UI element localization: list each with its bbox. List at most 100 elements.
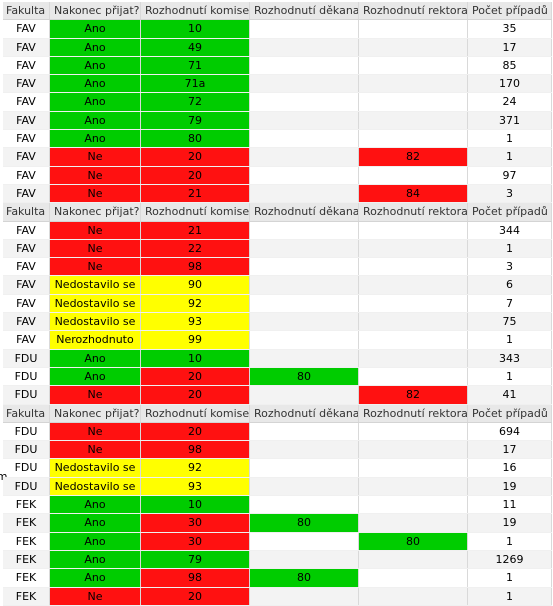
cell-rozhodnuti-rektora[interactable] (359, 221, 468, 239)
cell-rozhodnuti-dekana[interactable] (250, 477, 359, 496)
cell-fakulta[interactable]: FAV (3, 166, 50, 184)
cell-rozhodnuti-rektora[interactable] (359, 38, 468, 56)
cell-rozhodnuti-komise[interactable]: 30 (141, 532, 250, 550)
cell-rozhodnuti-dekana[interactable] (250, 239, 359, 258)
cell-pocet-pripadu[interactable]: 1269 (468, 550, 552, 569)
table-row[interactable]: FAV Ne 98 3 (3, 258, 552, 277)
cell-fakulta[interactable]: FEK (3, 569, 50, 587)
table-row[interactable]: FEK Ano 30 80 1 (3, 532, 552, 551)
cell-nakonec-prijat[interactable]: Ano (50, 550, 141, 569)
cell-rozhodnuti-dekana[interactable] (250, 184, 359, 203)
cell-rozhodnuti-rektora[interactable] (359, 294, 468, 313)
table-row[interactable]: FAV Nedostavilo se 90 6 (3, 276, 552, 295)
cell-rozhodnuti-komise[interactable]: 20 (141, 166, 250, 184)
cell-rozhodnuti-komise[interactable]: 10 (141, 496, 250, 514)
cell-pocet-pripadu[interactable]: 343 (468, 349, 552, 367)
table-row[interactable]: FAV Nedostavilo se 93 75 (3, 313, 552, 332)
cell-nakonec-prijat[interactable]: Ne (50, 221, 141, 239)
cell-rozhodnuti-rektora[interactable] (359, 367, 468, 386)
cell-fakulta[interactable]: FAV (3, 111, 50, 130)
table-row[interactable]: FEK Ano 98 80 1 (3, 569, 552, 588)
cell-rozhodnuti-rektora[interactable] (359, 56, 468, 75)
cell-rozhodnuti-rektora[interactable] (359, 422, 468, 441)
cell-nakonec-prijat[interactable]: Ano (50, 20, 141, 38)
cell-fakulta[interactable]: FEK (3, 587, 50, 605)
table-row[interactable]: FAV Ano 72 24 (3, 93, 552, 112)
cell-rozhodnuti-dekana[interactable] (250, 496, 359, 514)
cell-rozhodnuti-rektora[interactable] (359, 349, 468, 367)
header-nakonec-prijat[interactable]: Nakonec přijat? (50, 404, 141, 422)
cell-rozhodnuti-dekana[interactable] (250, 550, 359, 569)
cell-rozhodnuti-komise[interactable]: 80 (141, 130, 250, 148)
table-row[interactable]: FDU Ne 20 694 (3, 422, 552, 442)
cell-rozhodnuti-dekana[interactable] (250, 221, 359, 239)
cell-rozhodnuti-rektora[interactable] (359, 587, 468, 605)
cell-rozhodnuti-komise[interactable]: 99 (141, 331, 250, 349)
cell-fakulta[interactable]: FEK (3, 532, 50, 550)
table-row[interactable]: FDU Ano 10 343 (3, 349, 552, 368)
cell-fakulta[interactable]: FDU (3, 477, 50, 496)
cell-fakulta[interactable]: FAV (3, 93, 50, 111)
cell-rozhodnuti-komise[interactable]: 98 (141, 258, 250, 276)
cell-fakulta[interactable]: FDU (3, 367, 50, 386)
cell-rozhodnuti-rektora[interactable] (359, 550, 468, 569)
cell-rozhodnuti-dekana[interactable] (250, 331, 359, 349)
table-row[interactable]: FAV Ne 20 97 (3, 166, 552, 185)
cell-rozhodnuti-rektora[interactable] (359, 93, 468, 111)
cell-rozhodnuti-komise[interactable]: 21 (141, 184, 250, 203)
cell-fakulta[interactable]: FAV (3, 130, 50, 148)
cell-rozhodnuti-dekana[interactable] (250, 148, 359, 166)
cell-pocet-pripadu[interactable]: 19 (468, 514, 552, 532)
cell-rozhodnuti-dekana[interactable] (250, 111, 359, 130)
cell-nakonec-prijat[interactable]: Ne (50, 386, 141, 404)
cell-rozhodnuti-komise[interactable]: 22 (141, 239, 250, 258)
cell-rozhodnuti-komise[interactable]: 93 (141, 313, 250, 331)
cell-rozhodnuti-komise[interactable]: 21 (141, 221, 250, 239)
cell-rozhodnuti-dekana[interactable] (250, 349, 359, 367)
cell-rozhodnuti-komise[interactable]: 90 (141, 276, 250, 294)
cell-rozhodnuti-dekana[interactable] (250, 587, 359, 605)
cell-nakonec-prijat[interactable]: Ano (50, 56, 141, 75)
cell-rozhodnuti-komise[interactable]: 20 (141, 148, 250, 166)
cell-rozhodnuti-komise[interactable]: 72 (141, 93, 250, 111)
cell-pocet-pripadu[interactable]: 371 (468, 111, 552, 130)
cell-nakonec-prijat[interactable]: Ano (50, 75, 141, 93)
cell-fakulta[interactable]: FAV (3, 75, 50, 93)
cell-pocet-pripadu[interactable]: 17 (468, 441, 552, 459)
table-row[interactable]: FEK Ano 79 1269 (3, 550, 552, 570)
cell-fakulta[interactable]: FAV (3, 221, 50, 239)
cell-fakulta[interactable]: FAV (3, 38, 50, 56)
cell-rozhodnuti-dekana[interactable]: 80 (250, 514, 359, 532)
cell-nakonec-prijat[interactable]: Ano (50, 130, 141, 148)
cell-rozhodnuti-rektora[interactable] (359, 258, 468, 276)
cell-fakulta[interactable]: FDU (3, 422, 50, 441)
header-pocet-pripadu[interactable]: Počet případů (468, 203, 552, 221)
cell-pocet-pripadu[interactable]: 16 (468, 459, 552, 477)
cell-pocet-pripadu[interactable]: 1 (468, 367, 552, 386)
table-row[interactable]: FAV Ano 10 35 (3, 20, 552, 39)
cell-rozhodnuti-rektora[interactable]: 82 (359, 148, 468, 166)
cell-pocet-pripadu[interactable]: 1 (468, 148, 552, 166)
cell-fakulta[interactable]: FAV (3, 258, 50, 276)
table-row[interactable]: FEK Ne 20 1 (3, 587, 552, 606)
cell-fakulta[interactable]: FDU (3, 386, 50, 404)
cell-rozhodnuti-rektora[interactable] (359, 477, 468, 496)
cell-pocet-pripadu[interactable]: 170 (468, 75, 552, 93)
cell-nakonec-prijat[interactable]: Nedostavilo se (50, 276, 141, 294)
cell-pocet-pripadu[interactable]: 3 (468, 258, 552, 276)
cell-pocet-pripadu[interactable]: 41 (468, 386, 552, 404)
cell-pocet-pripadu[interactable]: 1 (468, 331, 552, 349)
cell-pocet-pripadu[interactable]: 1 (468, 532, 552, 550)
cell-rozhodnuti-dekana[interactable] (250, 441, 359, 459)
cell-fakulta[interactable]: FAV (3, 276, 50, 294)
cell-nakonec-prijat[interactable]: Ne (50, 441, 141, 459)
cell-rozhodnuti-komise[interactable]: 49 (141, 38, 250, 56)
table-row[interactable]: FDU Nedostavilo se 93 19 (3, 477, 552, 497)
cell-rozhodnuti-komise[interactable]: 20 (141, 367, 250, 386)
header-nakonec-prijat[interactable]: Nakonec přijat? (50, 2, 141, 20)
table-row[interactable]: FAV Ano 79 371 (3, 111, 552, 131)
cell-fakulta[interactable]: FAV (3, 331, 50, 349)
table-row[interactable]: FAV Ano 71a 170 (3, 75, 552, 94)
cell-fakulta[interactable]: FEK (3, 550, 50, 569)
cell-rozhodnuti-komise[interactable]: 92 (141, 459, 250, 477)
